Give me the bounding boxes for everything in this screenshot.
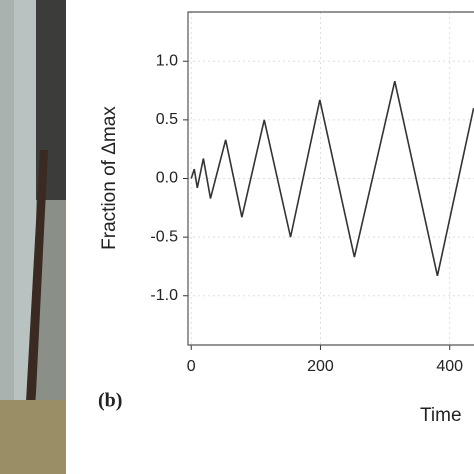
plot: 1.0 0.5 0.0 -0.5 -1.0 0 200 400 <box>150 11 474 375</box>
x-tick-label: 0 <box>187 358 196 375</box>
y-tick-label: 1.0 <box>156 52 178 69</box>
plot-frame <box>187 11 474 346</box>
y-tick-label: -1.0 <box>150 287 178 304</box>
y-tick-label: -0.5 <box>150 228 178 245</box>
y-tick-label: 0.5 <box>156 111 178 128</box>
y-tick-label: 0.0 <box>156 170 178 187</box>
x-axis-label: Time <box>420 405 462 426</box>
photo-floor <box>0 400 66 474</box>
y-axis-label: Fraction of Δmax <box>99 106 120 250</box>
photo <box>0 0 66 474</box>
panel-label: (b) <box>98 390 122 412</box>
photo-pole <box>22 150 48 474</box>
photo-mesh <box>32 0 66 200</box>
x-tick-label: 400 <box>436 358 463 375</box>
x-tick-label: 200 <box>307 358 334 375</box>
data-line <box>190 81 474 276</box>
